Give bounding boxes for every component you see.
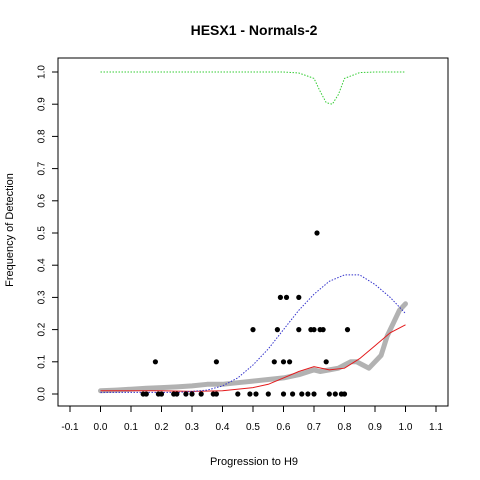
data-point	[311, 327, 317, 333]
x-tick-label: 0.9	[368, 422, 382, 433]
data-point	[320, 327, 326, 333]
data-point	[277, 294, 283, 300]
y-tick-label: 0.1	[37, 354, 48, 368]
y-tick-label: 0.0	[37, 387, 48, 401]
data-point	[174, 391, 180, 397]
data-point	[250, 327, 256, 333]
y-axis-label: Frequency of Detection	[4, 173, 16, 287]
x-axis-label: Progression to H9	[210, 456, 298, 468]
x-tick-label: 0.6	[277, 422, 291, 433]
data-point	[332, 391, 338, 397]
y-tick-label: 0.5	[37, 226, 48, 240]
y-tick-label: 0.8	[37, 129, 48, 143]
x-tick-label: 0.0	[94, 422, 108, 433]
data-point	[213, 391, 219, 397]
data-point	[213, 359, 219, 365]
x-tick-label: 0.8	[338, 422, 352, 433]
data-point	[283, 294, 290, 300]
data-point	[314, 230, 320, 236]
data-point	[326, 391, 332, 397]
y-tick-label: 0.2	[37, 322, 48, 336]
data-point	[253, 391, 259, 397]
data-point	[323, 359, 329, 365]
data-point	[305, 391, 311, 397]
data-point	[265, 391, 271, 397]
x-tick-label: 0.2	[155, 422, 169, 433]
data-point	[143, 391, 149, 397]
data-point	[344, 327, 351, 333]
x-tick-label: 0.1	[124, 422, 138, 433]
y-tick-label: 0.9	[37, 97, 48, 111]
y-tick-label: 0.3	[37, 290, 48, 304]
top-series	[100, 71, 406, 105]
data-point	[247, 391, 253, 397]
y-tick-label: 0.6	[37, 193, 48, 207]
data-point	[198, 391, 204, 397]
y-tick-label: 1.0	[37, 65, 48, 79]
fit-series	[100, 324, 406, 392]
data-point	[235, 391, 241, 397]
data-point	[341, 391, 348, 397]
data-point	[299, 391, 305, 397]
x-tick-label: 0.5	[246, 422, 260, 433]
x-tick-label: -0.1	[61, 422, 79, 433]
smoothed-series	[98, 301, 408, 394]
data-point	[271, 359, 277, 365]
x-tick-label: 0.4	[216, 422, 230, 433]
data-point	[280, 391, 287, 397]
x-tick-label: 0.7	[307, 422, 321, 433]
data-point	[290, 391, 296, 397]
data-point	[183, 391, 189, 397]
chart-title: HESX1 - Normals-2	[191, 22, 318, 38]
x-tick-label: 0.3	[185, 422, 199, 433]
y-axis: 0.0 0.1 0.2 0.3 0.4 0.5 0.6 0.7 0.8 0.9 1.0	[37, 65, 58, 401]
data-point	[296, 294, 302, 300]
y-tick-label: 0.7	[37, 161, 48, 175]
data-point	[280, 359, 287, 365]
data-point	[189, 391, 195, 397]
data-point	[274, 327, 280, 333]
data-point	[158, 391, 165, 397]
data-point	[296, 327, 302, 333]
data-point	[311, 391, 317, 397]
data-point	[152, 359, 158, 365]
y-tick-label: 0.4	[37, 258, 48, 272]
x-tick-label: 1.0	[399, 422, 413, 433]
x-axis: -0.1 0.0 0.1 0.2 0.3 0.4 0.5 0.6 0.7 0.8 0.9 1.0 1.1	[61, 406, 443, 433]
x-tick-label: 1.1	[429, 422, 443, 433]
series-points	[140, 230, 351, 397]
data-point	[287, 359, 293, 365]
